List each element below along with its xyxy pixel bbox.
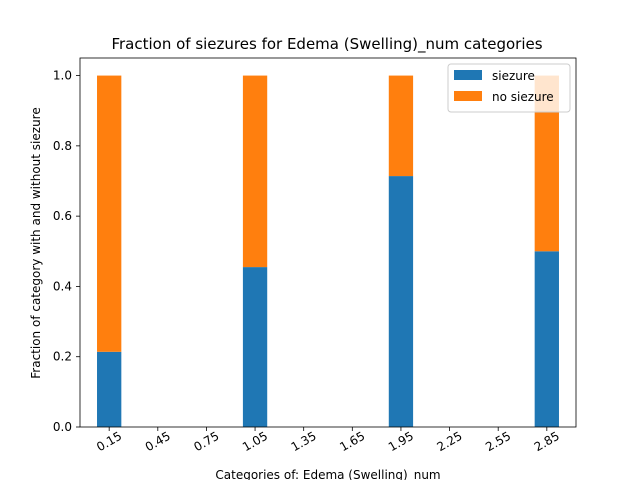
x-axis-label: Categories of: Edema (Swelling)_num	[215, 468, 440, 480]
legend: siezure no siezure	[447, 63, 571, 113]
x-tick-label: 2.85	[532, 429, 562, 454]
bar-no-siezure-1	[242, 75, 268, 268]
bars-layer	[97, 75, 559, 427]
x-tick-label: 1.65	[337, 429, 367, 454]
bar-no-siezure-2	[388, 75, 414, 177]
chart-title: Fraction of siezures for Edema (Swelling…	[111, 35, 542, 54]
bar-no-siezure-0	[97, 75, 122, 352]
y-tick-label: 0.2	[53, 350, 72, 364]
y-tick-label: 0.4	[53, 279, 72, 293]
legend-label: siezure	[492, 69, 535, 83]
x-tick-label: 2.25	[434, 429, 464, 454]
y-tick-label: 1.0	[53, 69, 72, 83]
plot-frame	[79, 57, 577, 428]
bar-siezure-1	[242, 267, 268, 427]
bar-siezure-3	[534, 251, 559, 427]
x-tick-label: 0.15	[94, 429, 124, 454]
legend-label: no siezure	[492, 90, 554, 104]
bar-siezure-2	[388, 176, 414, 427]
y-axis-label: Fraction of category with and without si…	[29, 107, 43, 378]
x-tick-label: 2.55	[483, 429, 513, 454]
legend-swatch	[454, 91, 482, 101]
legend-swatch	[454, 70, 482, 80]
x-tick-label: 1.95	[386, 429, 416, 454]
x-tick-label: 0.75	[191, 429, 221, 454]
bar-siezure-0	[97, 351, 122, 427]
x-tick-label: 0.45	[143, 429, 173, 454]
x-tick-label: 1.35	[289, 429, 319, 454]
y-tick-label: 0.0	[53, 420, 72, 434]
y-tick-label: 0.6	[53, 209, 72, 223]
x-tick-label: 1.05	[240, 429, 270, 454]
y-tick-label: 0.8	[53, 139, 72, 153]
axes-layer: 0.15 0.45 0.75 1.05 1.35 1.65 1.95 2.25 2.55 2.85…	[53, 57, 577, 454]
